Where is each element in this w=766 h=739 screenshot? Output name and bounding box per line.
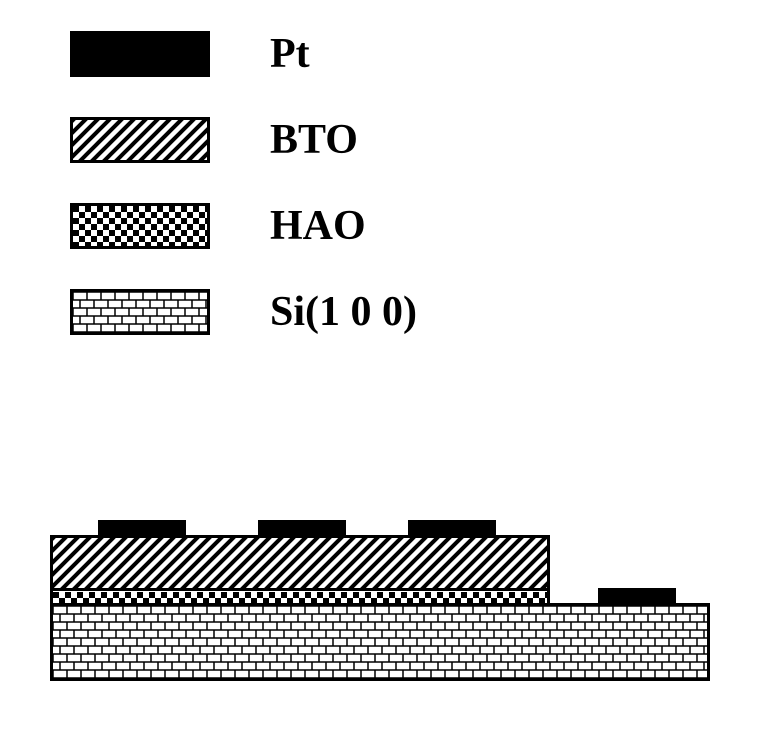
legend-swatch-bto [70, 117, 210, 163]
legend-label-si: Si(1 0 0) [270, 288, 417, 336]
legend-label-hao: HAO [270, 202, 366, 250]
legend-swatch-hao [70, 203, 210, 249]
legend-swatch-pt [70, 31, 210, 77]
layer-si-substrate [50, 603, 710, 681]
figure-root: Pt BTO HAO Si(1 0 0) [0, 0, 766, 739]
legend: Pt BTO HAO Si(1 0 0) [70, 30, 417, 374]
legend-item-si: Si(1 0 0) [70, 288, 417, 336]
legend-item-bto: BTO [70, 116, 417, 164]
legend-item-hao: HAO [70, 202, 417, 250]
legend-item-pt: Pt [70, 30, 417, 78]
legend-label-bto: BTO [270, 116, 358, 164]
layer-bto [50, 535, 550, 591]
legend-label-pt: Pt [270, 30, 310, 78]
legend-swatch-si [70, 289, 210, 335]
